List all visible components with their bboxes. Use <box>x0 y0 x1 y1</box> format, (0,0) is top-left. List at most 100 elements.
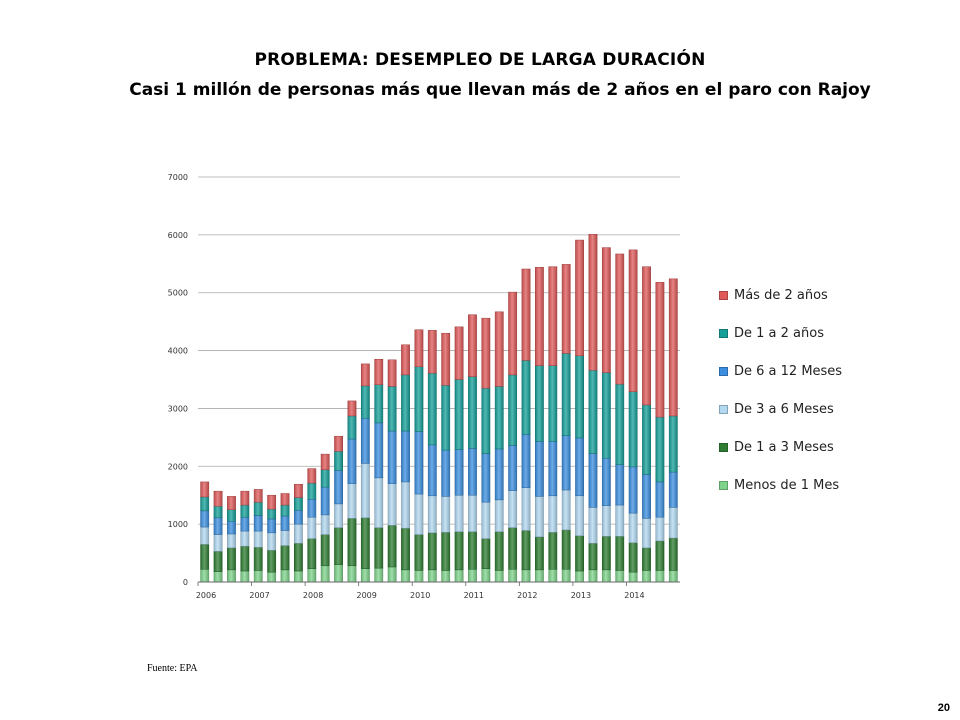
bar-segment <box>588 453 598 508</box>
bar-segment <box>481 387 491 454</box>
bar-segment <box>334 470 343 505</box>
bar-segment <box>668 507 678 539</box>
y-tick-label: 1000 <box>168 520 188 529</box>
bar-segment <box>521 434 531 488</box>
bar-segment <box>334 564 343 583</box>
bar-segment <box>294 483 303 498</box>
bar-segment <box>253 547 263 571</box>
bar-segment <box>240 545 250 572</box>
bar-segment <box>588 369 598 454</box>
bar-segment <box>294 570 303 583</box>
bar-segment <box>374 422 384 479</box>
legend-label: De 1 a 2 años <box>734 326 824 341</box>
bar-segment <box>655 282 665 418</box>
bar-segment <box>334 527 343 565</box>
bar-segment <box>601 505 611 537</box>
bar-segment <box>280 545 290 571</box>
y-tick-label: 7000 <box>168 173 188 182</box>
bar-segment <box>267 508 277 520</box>
bar-segment <box>655 416 665 483</box>
bar-segment <box>508 374 518 446</box>
bar-segment <box>200 481 210 498</box>
bar-segment <box>347 415 357 440</box>
bar-segment <box>481 568 491 583</box>
bar-segment <box>628 571 638 583</box>
bar-segment <box>387 386 397 432</box>
bar-segment <box>615 253 625 385</box>
bar-segment <box>548 531 558 570</box>
y-tick-label: 0 <box>183 578 188 587</box>
bar-segment <box>213 490 223 507</box>
slide-subtitle: Casi 1 millón de personas más que llevan… <box>129 80 871 100</box>
bar-segment <box>454 531 464 571</box>
bar-segment <box>334 503 343 528</box>
bar-segment <box>615 383 625 465</box>
bar-segment <box>561 529 571 570</box>
bar-segment <box>521 360 531 435</box>
bar-segment <box>628 542 638 573</box>
bar-segment <box>588 507 598 544</box>
slide-title: PROBLEMA: DESEMPLEO DE LARGA DURACIÓN <box>254 50 706 70</box>
bar-segment <box>481 538 491 569</box>
bar-segment <box>227 496 236 510</box>
bar-segment <box>334 435 343 452</box>
bar-segment <box>307 468 317 484</box>
bar-segment <box>441 570 451 583</box>
bar-segment <box>320 514 330 535</box>
bar-segment <box>494 499 504 532</box>
bar-segment <box>320 565 330 583</box>
bar-segment <box>227 547 236 571</box>
bar-segment <box>414 570 424 583</box>
bar-segment <box>294 510 303 525</box>
bar-segment <box>267 494 277 510</box>
bar-segment <box>508 490 518 528</box>
bar-segment <box>628 512 638 543</box>
bar-segment <box>401 344 410 376</box>
bar-segment <box>401 527 410 571</box>
bar-segment <box>441 332 451 386</box>
bar-segment <box>494 311 504 387</box>
bar-segment <box>548 495 558 533</box>
bar-segment <box>521 530 531 571</box>
bar-segment <box>615 536 625 571</box>
bar-segment <box>642 404 651 475</box>
bar-segment <box>481 317 491 389</box>
x-tick-label: 2012 <box>517 591 537 600</box>
legend-swatch <box>719 329 728 338</box>
source-note: Fuente: EPA <box>147 663 198 674</box>
bar-segment <box>267 532 277 551</box>
bar-segment <box>441 385 451 451</box>
bar-segment <box>628 249 638 392</box>
bar-segment <box>294 542 303 572</box>
bar-segment <box>508 291 518 376</box>
bar-segment <box>561 569 571 583</box>
bar-segment <box>454 569 464 583</box>
bar-segment <box>414 431 424 495</box>
legend-label: De 6 a 12 Meses <box>734 364 843 379</box>
bar-segment <box>494 386 504 450</box>
bar-segment <box>374 477 384 528</box>
bar-segment <box>227 521 236 535</box>
bar-segment <box>307 482 317 500</box>
bar-segment <box>561 435 571 491</box>
bar-segment <box>535 365 544 442</box>
bar-segment <box>213 534 223 552</box>
legend-item-mas-de-2-anos: Más de 2 años <box>719 286 842 305</box>
bar-segment <box>588 234 598 371</box>
bar-segment <box>227 569 236 583</box>
bar-segment <box>468 569 477 583</box>
bar-segment <box>548 365 558 442</box>
bar-segment <box>575 239 584 357</box>
bar-segment <box>374 384 384 424</box>
bar-segment <box>253 570 263 583</box>
bar-segment <box>427 569 437 583</box>
chart-legend: Más de 2 años De 1 a 2 años De 6 a 12 Me… <box>719 286 842 514</box>
bar-segment <box>347 565 357 583</box>
legend-item-de-3-a-6-meses: De 3 a 6 Meses <box>719 400 842 419</box>
bar-segment <box>535 569 544 583</box>
bar-segment <box>561 489 571 531</box>
bar-segment <box>628 391 638 468</box>
bar-segment <box>213 551 223 572</box>
bar-segment <box>427 532 437 571</box>
